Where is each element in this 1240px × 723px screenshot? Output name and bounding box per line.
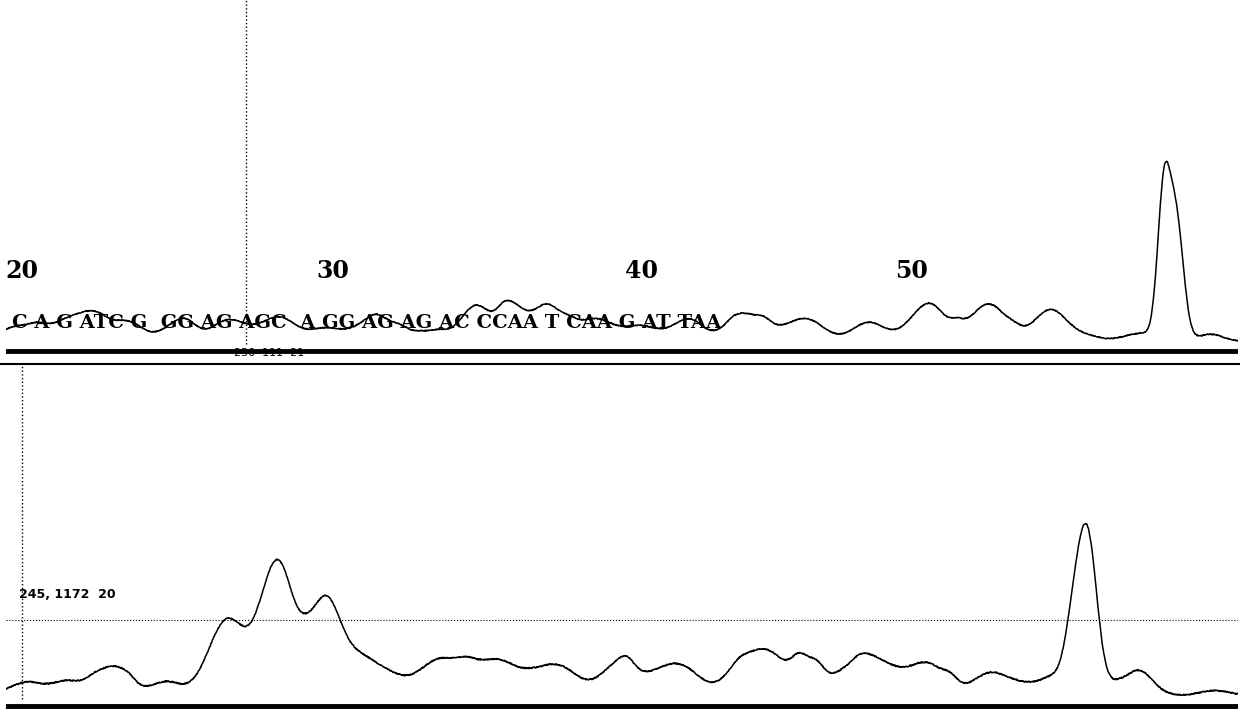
- Text: 250  111  21: 250 111 21: [234, 348, 304, 358]
- Text: 50: 50: [895, 259, 928, 283]
- Text: 40: 40: [625, 259, 658, 283]
- Text: 245, 1172  20: 245, 1172 20: [19, 588, 115, 601]
- Text: 20: 20: [6, 259, 38, 283]
- Text: C A G ATC G  GG AG AGC  A GG AG AG AC CCAA T CAA G AT TAA: C A G ATC G GG AG AGC A GG AG AG AC CCAA…: [12, 314, 722, 332]
- Text: 30: 30: [316, 259, 348, 283]
